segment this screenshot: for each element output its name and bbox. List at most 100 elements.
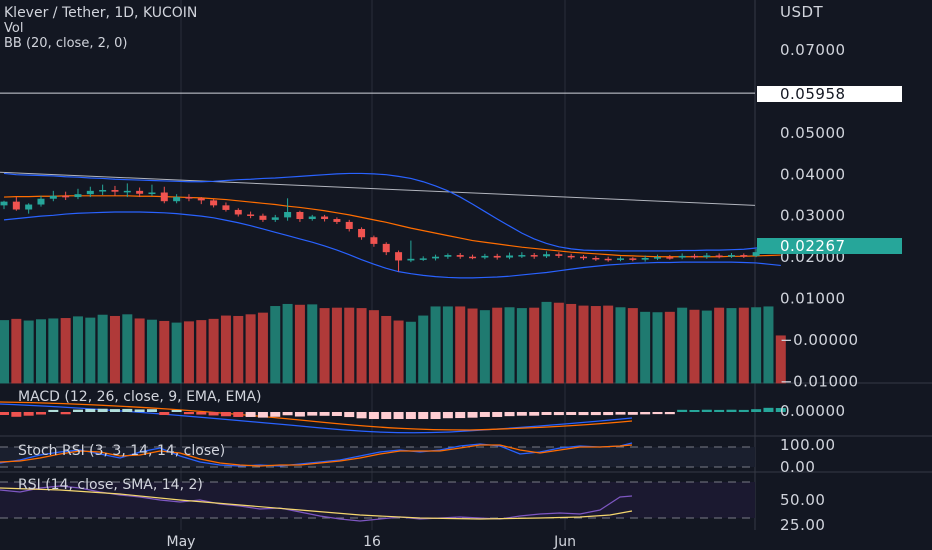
volume-bar xyxy=(60,318,71,384)
candle xyxy=(234,208,242,217)
volume-bar xyxy=(146,319,157,384)
bollinger-bands xyxy=(3,172,781,279)
macd-hist-bar xyxy=(23,412,34,416)
volume-bar xyxy=(109,315,120,384)
stoch-axis-tick-high: 100.00 xyxy=(780,436,836,454)
macd-hist-bar xyxy=(430,412,441,419)
volume-bar xyxy=(282,303,293,384)
macd-hist-bar xyxy=(171,410,182,412)
candle-body xyxy=(530,255,538,257)
macd-hist-bar xyxy=(270,412,281,417)
stoch-d-line xyxy=(0,444,633,467)
candle xyxy=(481,253,489,260)
macd-hist-bar xyxy=(146,409,157,412)
candle xyxy=(493,253,501,260)
macd-hist-bar xyxy=(11,412,22,417)
candle-body xyxy=(308,216,316,220)
macd-hist-bar xyxy=(0,412,9,415)
volume-bar xyxy=(257,312,268,384)
price-axis-tick: 0.03000 xyxy=(780,207,846,225)
candle-body xyxy=(493,255,501,258)
volume-bar xyxy=(0,320,9,384)
macd-hist-bar xyxy=(775,408,786,412)
volume-bar xyxy=(442,306,453,384)
macd-hist-bar xyxy=(35,412,46,415)
price-axis[interactable]: USDT 0.070000.050000.040000.030000.02000… xyxy=(757,3,902,534)
macd-hist-bar xyxy=(85,408,96,412)
candle xyxy=(296,210,304,222)
candle-body xyxy=(629,258,637,260)
candle-body xyxy=(0,201,8,206)
macd-hist-bar xyxy=(467,412,478,418)
volume-bar xyxy=(603,305,614,384)
macd-hist-bar xyxy=(714,409,725,412)
candle xyxy=(111,185,119,196)
macd-hist-bar xyxy=(479,412,490,417)
candle xyxy=(567,253,575,260)
candles xyxy=(0,183,785,272)
candle-body xyxy=(580,256,588,259)
candle xyxy=(345,219,353,232)
macd-hist-bar xyxy=(751,409,762,412)
stoch-k-line xyxy=(0,442,633,467)
candle-body xyxy=(12,201,20,210)
candle xyxy=(419,256,427,261)
price-axis-tick: −0.00000 xyxy=(780,331,859,349)
candle xyxy=(123,183,131,198)
candle-body xyxy=(37,198,45,205)
volume-bar xyxy=(751,307,762,384)
volume-bars xyxy=(0,301,786,384)
macd-hist-bar xyxy=(183,412,194,415)
trendline[interactable] xyxy=(0,171,756,206)
candle-body xyxy=(395,252,403,261)
volume-bar xyxy=(35,319,46,384)
macd-hist-bar xyxy=(196,412,207,415)
last-price-label: 0.02267 xyxy=(780,237,846,255)
candle xyxy=(727,253,735,258)
volume-bar xyxy=(85,317,96,384)
volume-bar xyxy=(689,309,700,384)
stoch-rsi-pane xyxy=(0,442,633,467)
macd-hist-bar xyxy=(282,412,293,416)
candle xyxy=(321,214,329,222)
candle-body xyxy=(148,192,156,195)
candle xyxy=(678,253,686,260)
volume-bar xyxy=(430,306,441,384)
macd-hist-bar xyxy=(664,412,675,415)
candle xyxy=(185,194,193,202)
macd-hist-bar xyxy=(294,412,305,417)
macd-hist-bar xyxy=(578,412,589,416)
volume-bar xyxy=(738,307,749,384)
volume-bar xyxy=(183,321,194,384)
candle-body xyxy=(481,255,489,258)
volume-bar xyxy=(393,320,404,384)
candle xyxy=(555,252,563,258)
macd-label: MACD (12, 26, close, 9, EMA, EMA) xyxy=(18,389,261,405)
volume-bar xyxy=(208,318,219,384)
candle-body xyxy=(653,257,661,259)
volume-bar xyxy=(368,310,379,384)
candle xyxy=(197,197,205,205)
candle xyxy=(666,255,674,260)
macd-hist-bar xyxy=(689,410,700,412)
candle xyxy=(604,256,612,262)
volume-bar xyxy=(652,312,663,384)
volume-bar xyxy=(677,307,688,384)
volume-bar xyxy=(381,315,392,384)
macd-hist-bar xyxy=(553,412,564,416)
candle xyxy=(432,254,440,261)
volume-bar xyxy=(775,335,786,384)
time-axis[interactable]: May 16 Jun xyxy=(167,534,576,550)
rsi-axis-tick-high: 50.00 xyxy=(780,491,825,509)
volume-bar xyxy=(664,311,675,384)
candle xyxy=(37,195,45,207)
volume-bar xyxy=(726,308,737,384)
volume-bar xyxy=(627,308,638,384)
price-axis-tick: 0.05000 xyxy=(780,124,846,142)
macd-hist-bar xyxy=(60,412,71,415)
candle-body xyxy=(641,257,649,260)
volume-bar xyxy=(553,302,564,384)
candle-body xyxy=(271,217,279,220)
volume-bar xyxy=(405,321,416,384)
